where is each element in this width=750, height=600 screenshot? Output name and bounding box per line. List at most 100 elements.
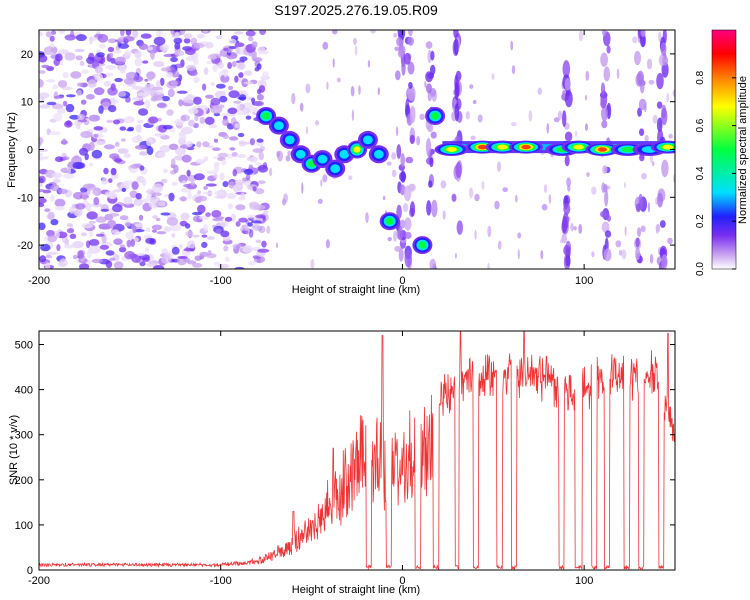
- noise-speckle: [253, 204, 266, 210]
- noise-speckle: [641, 172, 647, 180]
- streak-blob: [407, 36, 415, 46]
- noise-speckle: [192, 211, 203, 216]
- streak-blob: [396, 37, 403, 47]
- noise-speckle: [39, 202, 45, 208]
- noise-speckle: [45, 31, 52, 38]
- streak-blob: [639, 153, 645, 162]
- noise-speckle: [88, 36, 93, 45]
- streak-blob: [561, 233, 567, 244]
- streak-blob: [604, 189, 609, 207]
- noise-speckle: [163, 168, 168, 174]
- noise-speckle: [93, 87, 105, 96]
- noise-speckle: [77, 119, 87, 123]
- noise-speckle: [160, 67, 172, 72]
- noise-speckle: [86, 56, 95, 64]
- signal-feature: [573, 144, 585, 150]
- noise-speckle: [236, 154, 247, 158]
- streak-blob: [431, 199, 438, 218]
- noise-speckle: [160, 178, 168, 184]
- noise-speckle: [238, 196, 245, 201]
- noise-speckle: [141, 257, 150, 262]
- noise-speckle: [57, 80, 68, 88]
- noise-speckle: [161, 95, 170, 102]
- noise-speckle: [105, 250, 115, 256]
- noise-speckle: [95, 216, 107, 223]
- snr-series-line: [39, 331, 675, 570]
- noise-speckle: [232, 243, 242, 250]
- noise-speckle: [528, 110, 533, 122]
- noise-speckle: [166, 217, 179, 226]
- noise-speckle: [39, 104, 51, 109]
- noise-speckle: [301, 182, 304, 195]
- noise-speckle: [213, 138, 219, 143]
- noise-speckle: [113, 189, 122, 193]
- noise-speckle: [387, 237, 392, 242]
- noise-speckle: [179, 30, 186, 35]
- y-tick-label: 100: [15, 520, 33, 532]
- noise-speckle: [185, 230, 194, 237]
- noise-speckle: [162, 125, 173, 130]
- streak-blob: [603, 248, 612, 262]
- noise-speckle: [157, 117, 162, 122]
- noise-speckle: [257, 180, 266, 185]
- noise-speckle: [145, 227, 151, 232]
- streak-blob: [637, 70, 644, 85]
- noise-speckle: [223, 69, 228, 78]
- noise-speckle: [188, 119, 195, 127]
- noise-speckle: [247, 96, 253, 100]
- noise-speckle: [180, 114, 191, 122]
- noise-speckle: [201, 83, 207, 91]
- noise-speckle: [202, 191, 213, 195]
- noise-speckle: [153, 36, 166, 46]
- noise-speckle: [178, 196, 188, 202]
- noise-speckle: [125, 231, 134, 240]
- noise-speckle: [138, 214, 144, 221]
- snr-x-axis-label: Height of straight line (km): [292, 584, 420, 596]
- noise-speckle: [118, 91, 127, 97]
- streak-blob: [601, 106, 608, 122]
- noise-speckle: [98, 43, 107, 49]
- noise-speckle: [130, 238, 135, 247]
- noise-speckle: [226, 153, 234, 159]
- noise-speckle: [395, 126, 399, 137]
- x-tick-label: 0: [399, 275, 405, 287]
- noise-speckle: [243, 168, 254, 175]
- noise-speckle: [515, 194, 518, 203]
- noise-speckle: [181, 154, 192, 163]
- noise-speckle: [62, 100, 68, 107]
- streak-blob: [601, 120, 608, 129]
- noise-speckle: [228, 136, 239, 141]
- noise-speckle: [247, 222, 253, 227]
- noise-speckle: [66, 228, 75, 234]
- noise-speckle: [213, 112, 221, 117]
- noise-speckle: [348, 175, 353, 180]
- streak-blob: [602, 30, 607, 36]
- streak-blob: [661, 258, 668, 267]
- noise-speckle: [41, 64, 50, 69]
- noise-speckle: [242, 107, 251, 114]
- noise-speckle: [491, 73, 495, 80]
- streak-blob: [562, 110, 567, 127]
- noise-speckle: [465, 111, 470, 120]
- noise-speckle: [63, 173, 75, 179]
- noise-speckle: [239, 141, 251, 145]
- noise-speckle: [618, 249, 623, 256]
- noise-speckle: [511, 65, 516, 75]
- noise-speckle: [198, 215, 210, 220]
- noise-speckle: [186, 94, 193, 99]
- streak-blob: [404, 249, 412, 268]
- noise-speckle: [140, 33, 152, 39]
- noise-speckle: [325, 239, 330, 249]
- noise-speckle: [205, 94, 214, 99]
- streak-blob: [656, 117, 663, 133]
- streak-blob: [659, 220, 666, 228]
- noise-speckle: [80, 187, 88, 194]
- noise-speckle: [180, 212, 190, 221]
- noise-speckle: [58, 188, 68, 194]
- noise-speckle: [203, 67, 209, 75]
- noise-speckle: [541, 203, 548, 211]
- noise-speckle: [183, 248, 195, 252]
- noise-speckle: [47, 235, 57, 243]
- signal-feature: [353, 146, 361, 153]
